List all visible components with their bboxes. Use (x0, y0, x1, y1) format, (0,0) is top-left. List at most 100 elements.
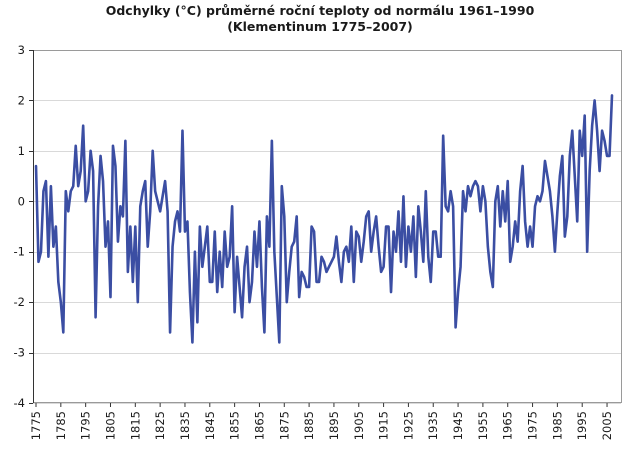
data-point (104, 245, 107, 248)
data-point (554, 250, 556, 253)
data-point (184, 230, 186, 233)
data-point (179, 230, 181, 233)
x-tick-label: 2005 (600, 411, 614, 440)
data-point (208, 281, 211, 283)
data-point (213, 230, 216, 233)
data-point (521, 165, 524, 167)
data-point (588, 170, 591, 172)
data-point (387, 225, 390, 228)
data-point (611, 94, 613, 97)
data-point (67, 210, 70, 213)
data-point (149, 210, 152, 213)
data-point (429, 281, 432, 283)
data-point (52, 245, 55, 248)
data-point (199, 225, 201, 228)
data-point (99, 155, 102, 157)
data-point (348, 261, 350, 263)
data-point (484, 200, 487, 203)
data-point (323, 261, 325, 263)
data-point (310, 225, 313, 228)
x-tick-label: 1995 (575, 411, 589, 440)
data-point (253, 230, 256, 233)
data-point (382, 266, 385, 268)
data-point (47, 255, 50, 258)
x-tick-label: 1975 (526, 411, 540, 440)
data-point (37, 261, 40, 263)
x-tick-label: 1845 (203, 411, 217, 440)
data-point (114, 165, 117, 167)
data-point (176, 210, 179, 213)
data-point (156, 200, 159, 203)
data-point (161, 195, 164, 198)
data-point (415, 276, 417, 278)
data-point (333, 255, 335, 258)
data-point (189, 291, 191, 293)
data-point (524, 220, 526, 223)
data-point (561, 155, 564, 157)
data-point (261, 286, 263, 288)
data-point (568, 155, 571, 157)
data-point (243, 266, 246, 268)
data-point (122, 215, 124, 218)
data-point (506, 180, 509, 182)
data-point (417, 205, 420, 208)
x-tick-label: 1985 (550, 411, 564, 440)
data-point (204, 245, 206, 248)
data-point (216, 291, 219, 293)
y-tick-label: 0 (18, 194, 25, 208)
data-point (395, 250, 397, 253)
data-point (482, 185, 484, 187)
y-tick-label: 3 (18, 43, 25, 57)
x-tick-label: 1905 (352, 411, 366, 440)
data-point (211, 281, 214, 283)
data-point (457, 291, 459, 293)
data-point (236, 255, 238, 258)
data-point (283, 215, 286, 218)
data-point (186, 220, 189, 223)
data-point (377, 245, 380, 248)
data-point (164, 180, 166, 182)
data-point (477, 185, 479, 187)
data-point (340, 281, 343, 283)
data-point (107, 220, 109, 223)
data-point (402, 195, 405, 198)
data-point (571, 129, 574, 132)
data-point (467, 185, 469, 187)
data-point (338, 261, 340, 263)
x-tick-label: 1915 (377, 411, 391, 440)
x-tick-label: 1955 (476, 411, 490, 440)
data-point (315, 281, 318, 283)
y-axis-ticks: 3 2 1 0 -1 -2 -3 -4 (14, 43, 33, 410)
data-point (424, 190, 427, 192)
data-point (556, 210, 559, 213)
data-point (72, 185, 75, 187)
data-point (564, 235, 566, 238)
data-point (357, 235, 360, 238)
data-point (410, 250, 412, 253)
data-point (238, 286, 241, 288)
data-point (117, 240, 119, 243)
data-point (206, 225, 209, 228)
data-point (573, 175, 576, 177)
data-point (278, 341, 281, 344)
data-point (169, 331, 171, 334)
data-point (263, 331, 266, 334)
data-point (62, 331, 65, 334)
data-point (360, 261, 363, 263)
data-point (288, 271, 291, 273)
x-tick-label: 1965 (501, 411, 515, 440)
data-point (335, 235, 338, 238)
data-point (89, 150, 92, 152)
data-point (504, 220, 507, 223)
data-point (280, 185, 283, 187)
data-point (134, 225, 137, 228)
data-point (372, 230, 375, 233)
data-point (97, 205, 99, 208)
data-point (231, 205, 233, 208)
data-point (196, 321, 199, 324)
data-point (119, 205, 122, 208)
data-point (290, 245, 293, 248)
data-point (501, 190, 504, 192)
data-point (127, 271, 129, 273)
